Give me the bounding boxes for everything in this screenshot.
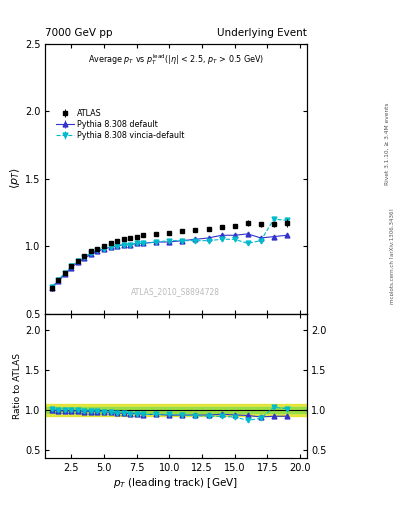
Text: Underlying Event: Underlying Event	[217, 28, 307, 38]
Legend: ATLAS, Pythia 8.308 default, Pythia 8.308 vincia-default: ATLAS, Pythia 8.308 default, Pythia 8.30…	[55, 107, 186, 141]
X-axis label: $p_T$ (leading track) [GeV]: $p_T$ (leading track) [GeV]	[114, 476, 238, 490]
Text: mcplots.cern.ch [arXiv:1306.3436]: mcplots.cern.ch [arXiv:1306.3436]	[390, 208, 393, 304]
Text: 7000 GeV pp: 7000 GeV pp	[45, 28, 113, 38]
Bar	[45, 403, 307, 416]
Bar	[45, 407, 307, 413]
Text: ATLAS_2010_S8894728: ATLAS_2010_S8894728	[131, 287, 220, 296]
Y-axis label: $\langle p_T \rangle$: $\langle p_T \rangle$	[8, 167, 22, 189]
Text: Average $p_T$ vs $p_T^{\mathrm{lead}}$(|$\eta$| < 2.5, $p_T$ > 0.5 GeV): Average $p_T$ vs $p_T^{\mathrm{lead}}$(|…	[88, 52, 264, 67]
Text: Rivet 3.1.10, ≥ 3.4M events: Rivet 3.1.10, ≥ 3.4M events	[385, 102, 389, 185]
Y-axis label: Ratio to ATLAS: Ratio to ATLAS	[13, 353, 22, 419]
